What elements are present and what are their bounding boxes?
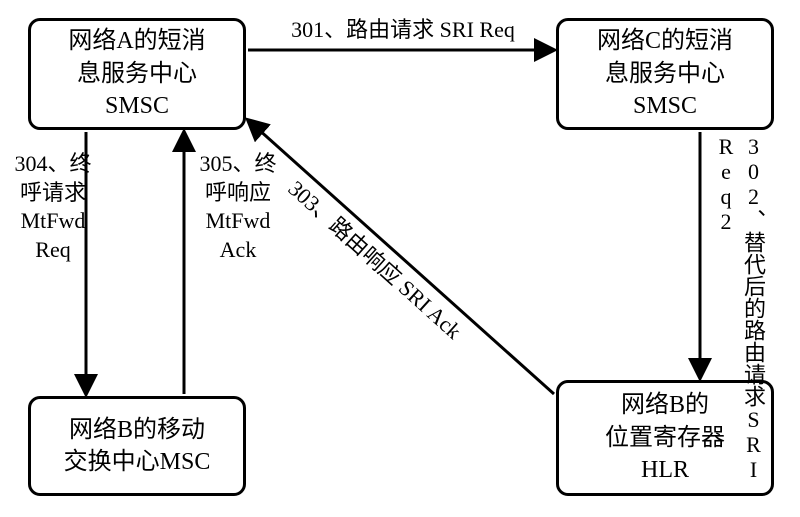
node-network-c-smsc: 网络C的短消 息服务中心 SMSC [556,18,774,130]
node-a-l1: 网络A的短消 [68,28,205,54]
node-network-b-msc: 网络B的移动 交换中心MSC [28,396,246,496]
edge-303 [248,120,554,394]
node-c-l1: 网络C的短消 [597,28,733,54]
node-bhlr-l3: HLR [641,457,689,483]
node-a-l2: 息服务中心 [77,61,197,87]
node-network-a-smsc: 网络A的短消 息服务中心 SMSC [28,18,246,130]
label-301: 301、路由请求 SRI Req [258,16,548,45]
node-a-l3: SMSC [105,93,169,119]
label-304: 304、终呼请求MtFwd Req [12,150,94,264]
node-bmsc-l2: 交换中心MSC [64,449,211,475]
node-c-l3: SMSC [633,93,697,119]
label-302: 302、替代后的路由请求SRI Req2 [712,134,767,517]
node-bhlr-l2: 位置寄存器 [605,425,725,451]
label-305: 305、终呼响应MtFwd Ack [192,150,284,264]
node-bhlr-l1: 网络B的 [621,392,709,418]
node-c-l2: 息服务中心 [605,61,725,87]
node-bmsc-l1: 网络B的移动 [69,417,205,443]
